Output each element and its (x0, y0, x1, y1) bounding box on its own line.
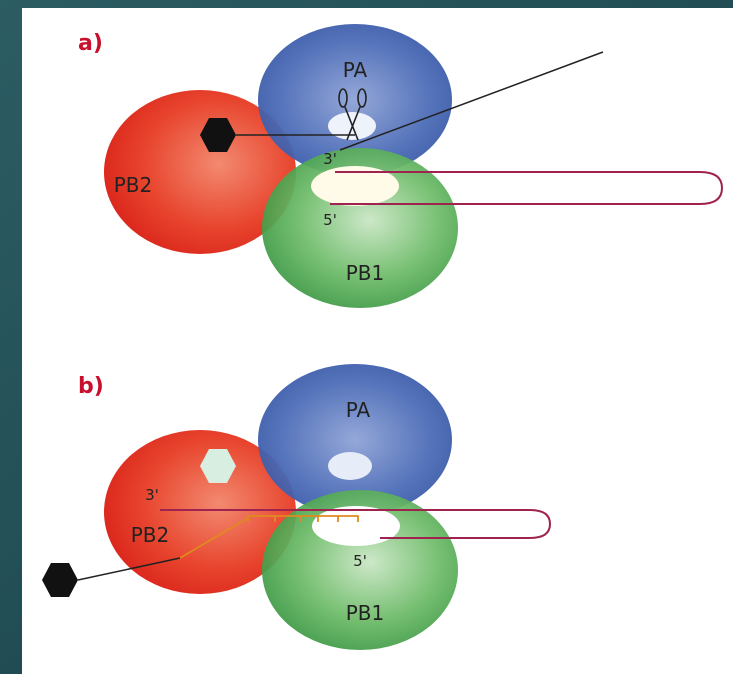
pb1-label: PB1 (346, 601, 385, 625)
pb1-label: PB1 (346, 261, 385, 285)
channel (312, 506, 400, 546)
pb2-label: PB2 (114, 173, 153, 197)
three-prime: 3' (323, 150, 337, 168)
panel-label: b) (78, 374, 104, 399)
panel-label: a) (78, 31, 103, 56)
diagram: a) PA PB2 PB1 3' 5' b) PA PB2 (0, 0, 733, 674)
pocket (328, 452, 372, 480)
five-prime: 5' (353, 552, 367, 570)
pb2-label: PB2 (131, 523, 170, 547)
five-prime: 5' (323, 211, 337, 229)
pa-label: PA (346, 398, 371, 422)
three-prime: 3' (145, 486, 159, 504)
pa-label: PA (343, 58, 368, 82)
